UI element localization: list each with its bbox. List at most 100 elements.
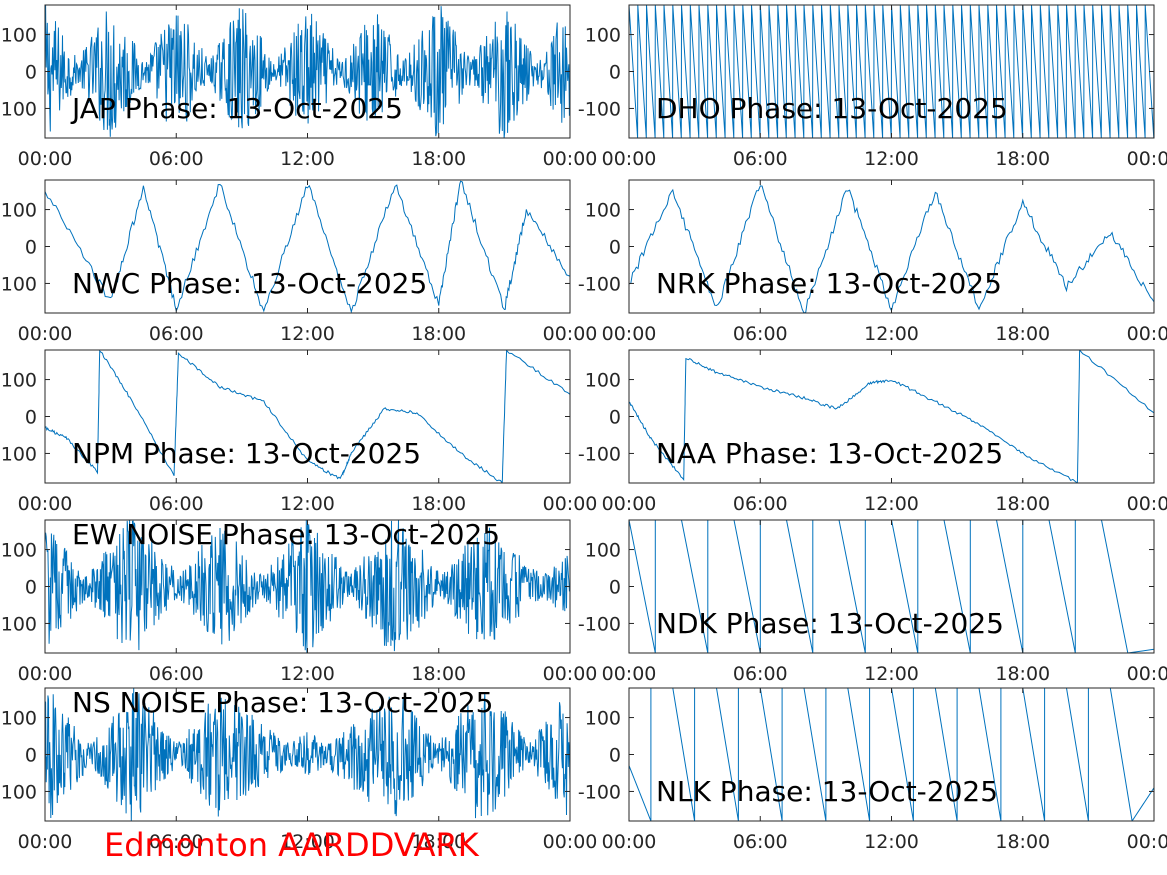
y-tick-label: 100	[1, 200, 37, 222]
y-tick-label: -100	[578, 98, 621, 120]
y-tick-label: 0	[609, 577, 621, 599]
x-tick-label: 06:00	[149, 148, 204, 170]
x-tick-label: 12:00	[280, 831, 335, 853]
x-tick-label: 00:00	[543, 148, 598, 170]
phase-trace	[45, 5, 570, 138]
y-tick-label: 100	[1, 708, 37, 730]
x-tick-label: 00:00	[543, 323, 598, 345]
y-tick-label: 0	[25, 577, 37, 599]
station-title: Edmonton AARDDVARK	[104, 826, 479, 864]
x-tick-label: 06:00	[733, 493, 788, 515]
panel-1: 100 0 -100 00:00 06:00 12:00 18:00 00:00 JAP Pha…	[0, 4, 598, 170]
y-tick-label: -100	[0, 443, 37, 465]
x-tick-label: 00:00	[602, 148, 657, 170]
x-tick-label: 00:00	[1127, 493, 1167, 515]
x-tick-label: 06:00	[733, 148, 788, 170]
y-tick-label: 0	[609, 237, 621, 259]
panel-4: 100 0 -100 00:00 06:00 12:00 18:00 00:00 NRK Pha…	[578, 179, 1167, 345]
panel-title: NAA Phase: 13-Oct-2025	[656, 437, 1003, 470]
y-tick-label: 0	[25, 237, 37, 259]
trace-group	[629, 350, 1154, 483]
y-tick-label: 0	[609, 407, 621, 429]
x-tick-label: 00:00	[1127, 323, 1167, 345]
panel-9: 100 0 -100 00:00 06:00 12:00 18:00 00:00 NS NOIS…	[0, 686, 597, 853]
x-tick-label: 06:00	[733, 323, 788, 345]
x-tick-label: 00:00	[1127, 831, 1167, 853]
x-tick-label: 00:00	[18, 663, 73, 685]
phase-trace	[45, 180, 570, 313]
y-tick-label: 100	[585, 708, 621, 730]
x-tick-label: 00:00	[543, 831, 598, 853]
x-tick-label: 12:00	[280, 663, 335, 685]
panel-title: NDK Phase: 13-Oct-2025	[656, 607, 1004, 640]
y-tick-label: 100	[1, 25, 37, 47]
panel-title: NS NOISE Phase: 13-Oct-2025	[72, 686, 493, 719]
x-tick-label: 00:00	[18, 148, 73, 170]
y-tick-label: -100	[578, 613, 621, 635]
y-tick-label: 100	[1, 540, 37, 562]
x-tick-label: 18:00	[411, 831, 466, 853]
panel-title: EW NOISE Phase: 13-Oct-2025	[72, 518, 500, 551]
panel-10: 100 0 -100 00:00 06:00 12:00 18:00 00:00 NLK Pha…	[578, 687, 1167, 853]
phase-trace	[629, 520, 1154, 653]
panel-title: NWC Phase: 13-Oct-2025	[72, 267, 427, 300]
y-tick-label: -100	[0, 98, 37, 120]
x-tick-label: 00:00	[1127, 663, 1167, 685]
x-tick-label: 00:00	[543, 493, 598, 515]
x-tick-label: 06:00	[149, 493, 204, 515]
phase-trace	[629, 5, 1154, 138]
x-tick-label: 00:00	[602, 493, 657, 515]
x-tick-label: 06:00	[149, 323, 204, 345]
trace-group	[45, 5, 570, 138]
y-tick-label: 0	[609, 62, 621, 84]
x-tick-label: 18:00	[995, 323, 1050, 345]
x-tick-label: 00:00	[1127, 148, 1167, 170]
trace-group	[45, 350, 570, 483]
y-tick-label: 100	[1, 370, 37, 392]
y-tick-label: -100	[578, 781, 621, 803]
panel-title: JAP Phase: 13-Oct-2025	[70, 92, 403, 125]
x-tick-label: 18:00	[995, 831, 1050, 853]
x-tick-label: 06:00	[733, 831, 788, 853]
x-tick-label: 00:00	[18, 831, 73, 853]
panel-title: DHO Phase: 13-Oct-2025	[656, 92, 1008, 125]
x-tick-label: 06:00	[149, 663, 204, 685]
phase-trace	[45, 688, 570, 821]
panel-3: 100 0 -100 00:00 06:00 12:00 18:00 00:00 NWC Pha…	[0, 179, 598, 345]
y-tick-label: 0	[25, 407, 37, 429]
x-tick-label: 00:00	[18, 323, 73, 345]
panel-8: 100 0 -100 00:00 06:00 12:00 18:00 00:00 NDK Pha…	[578, 519, 1167, 685]
x-tick-label: 00:00	[543, 663, 598, 685]
x-tick-label: 12:00	[864, 323, 919, 345]
y-tick-label: -100	[0, 613, 37, 635]
panel-5: 100 0 -100 00:00 06:00 12:00 18:00 00:00 NPM Pha…	[0, 349, 598, 515]
panel-2: 100 0 -100 00:00 06:00 12:00 18:00 00:00 DHO Pha…	[578, 4, 1167, 170]
x-tick-label: 12:00	[280, 493, 335, 515]
x-tick-label: 06:00	[733, 663, 788, 685]
y-tick-label: 100	[585, 200, 621, 222]
y-tick-label: -100	[578, 273, 621, 295]
y-tick-label: 0	[25, 745, 37, 767]
panel-title: NLK Phase: 13-Oct-2025	[656, 775, 998, 808]
x-tick-label: 12:00	[280, 148, 335, 170]
trace-group	[629, 520, 1154, 653]
x-tick-label: 12:00	[864, 663, 919, 685]
trace-group	[45, 688, 570, 821]
x-tick-label: 18:00	[411, 148, 466, 170]
y-tick-label: 100	[585, 25, 621, 47]
trace-group	[629, 5, 1154, 138]
phase-trace	[45, 520, 570, 653]
x-tick-label: 00:00	[602, 831, 657, 853]
x-tick-label: 00:00	[602, 323, 657, 345]
x-tick-label: 18:00	[411, 493, 466, 515]
x-tick-label: 18:00	[995, 493, 1050, 515]
x-tick-label: 06:00	[149, 831, 204, 853]
trace-group	[45, 180, 570, 313]
y-tick-label: -100	[578, 443, 621, 465]
y-tick-label: -100	[0, 273, 37, 295]
phase-trace	[629, 350, 1154, 483]
panel-6: 100 0 -100 00:00 06:00 12:00 18:00 00:00 NAA Pha…	[578, 349, 1167, 515]
x-tick-label: 18:00	[411, 663, 466, 685]
y-tick-label: 100	[585, 540, 621, 562]
